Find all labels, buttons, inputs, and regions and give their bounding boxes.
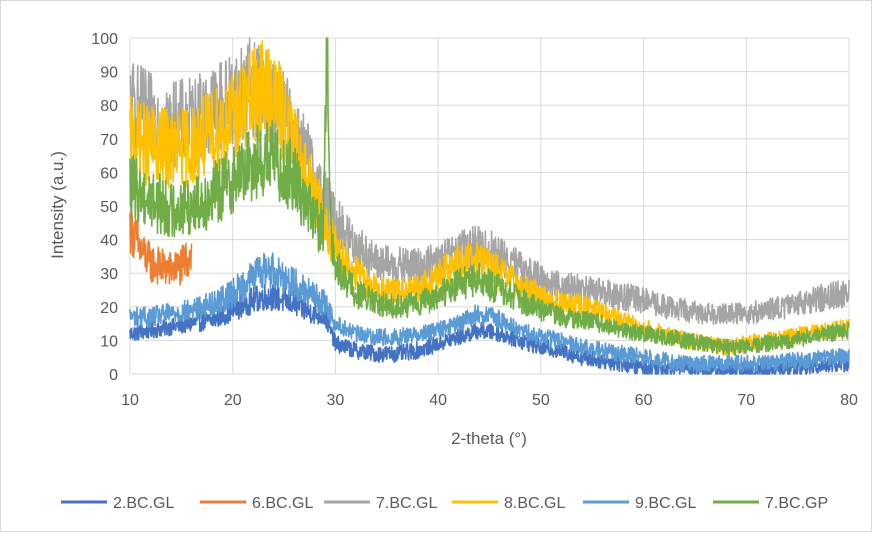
- x-tick-label: 60: [635, 392, 653, 409]
- y-tick-label: 80: [100, 98, 118, 115]
- legend-label: 8.BC.GL: [504, 495, 565, 512]
- y-tick-label: 40: [100, 233, 118, 250]
- legend: 2.BC.GL 6.BC.GL 7.BC.GL 8.BC.GL 9.BC.GL 7.BC.…: [61, 495, 828, 512]
- x-tick-label: 50: [532, 392, 550, 409]
- y-tick-label: 60: [100, 165, 118, 182]
- legend-item-8.BC.GL: 8.BC.GL: [452, 495, 565, 512]
- legend-item-6.BC.GL: 6.BC.GL: [200, 495, 313, 512]
- legend-label: 7.BC.GP: [765, 495, 828, 512]
- y-tick-label: 30: [100, 266, 118, 283]
- y-axis-title: Intensity (a.u.): [48, 151, 67, 259]
- x-tick-label: 80: [840, 392, 858, 409]
- y-tick-label: 0: [109, 367, 118, 384]
- y-tick-label: 10: [100, 333, 118, 350]
- x-tick-label: 10: [121, 392, 139, 409]
- legend-item-9.BC.GL: 9.BC.GL: [583, 495, 696, 512]
- x-tick-label: 30: [327, 392, 345, 409]
- x-axis-title: 2-theta (°): [451, 429, 527, 448]
- series-line-6.BC.GL: [129, 205, 193, 286]
- legend-item-7.BC.GP: 7.BC.GP: [713, 495, 828, 512]
- y-tick-label: 70: [100, 132, 118, 149]
- y-tick-label: 90: [100, 65, 118, 82]
- x-tick-label: 20: [224, 392, 242, 409]
- series-line-9.BC.GL: [129, 252, 850, 374]
- legend-label: 6.BC.GL: [252, 495, 313, 512]
- legend-label: 2.BC.GL: [113, 495, 174, 512]
- legend-item-7.BC.GL: 7.BC.GL: [324, 495, 437, 512]
- legend-label: 7.BC.GL: [376, 495, 437, 512]
- x-tick-label: 70: [737, 392, 755, 409]
- series-lines: [129, 37, 850, 375]
- legend-label: 9.BC.GL: [635, 495, 696, 512]
- series-line-2.BC.GL: [129, 283, 850, 375]
- y-tick-label: 20: [100, 300, 118, 317]
- y-tick-label: 100: [91, 31, 118, 48]
- y-tick-label: 50: [100, 199, 118, 216]
- x-tick-label: 40: [429, 392, 447, 409]
- series-line-7.BC.GP: [129, 37, 850, 357]
- legend-item-2.BC.GL: 2.BC.GL: [61, 495, 174, 512]
